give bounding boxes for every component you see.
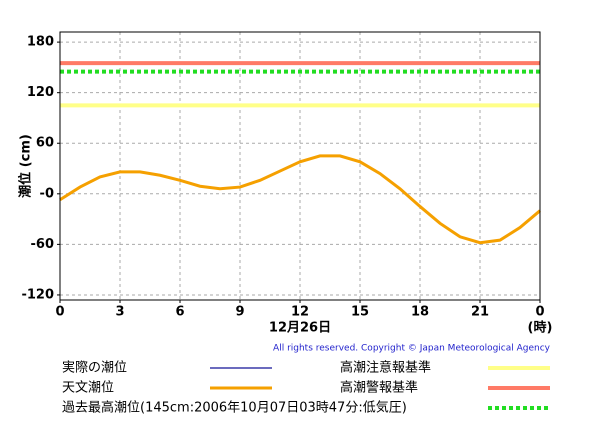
x-axis-unit: (時) bbox=[528, 320, 553, 336]
y-tick-label: -60 bbox=[31, 237, 55, 252]
x-tick-label: 0 bbox=[535, 305, 544, 320]
x-tick-label: 9 bbox=[235, 305, 244, 320]
legend-label: 高潮注意報基準 bbox=[340, 360, 431, 376]
y-tick-label: -120 bbox=[21, 287, 54, 302]
legend-label: 天文潮位 bbox=[62, 381, 114, 396]
x-tick-label: 15 bbox=[351, 305, 369, 320]
x-tick-label: 12 bbox=[291, 305, 309, 320]
legend-label: 高潮警報基準 bbox=[340, 380, 418, 396]
legend-label: 過去最高潮位(145cm:2006年10月07日03時47分:低気圧) bbox=[62, 400, 407, 416]
legend-label: 実際の潮位 bbox=[62, 360, 127, 376]
series-line bbox=[59, 154, 541, 245]
x-tick-label: 3 bbox=[115, 305, 124, 320]
x-axis-label: 12月26日 bbox=[269, 321, 331, 336]
copyright: All rights reserved. Copyright © Japan M… bbox=[273, 344, 551, 354]
y-tick-label: -0 bbox=[40, 186, 54, 201]
x-tick-label: 6 bbox=[175, 305, 184, 320]
x-tick-label: 0 bbox=[55, 305, 64, 320]
y-axis-label: 潮位 (cm) bbox=[18, 134, 34, 198]
y-tick-label: 120 bbox=[27, 85, 54, 100]
x-tick-label: 21 bbox=[471, 305, 489, 320]
x-tick-label: 18 bbox=[411, 305, 429, 320]
y-tick-label: 60 bbox=[36, 136, 54, 151]
plot-frame bbox=[59, 31, 541, 301]
y-tick-label: 180 bbox=[27, 35, 54, 50]
